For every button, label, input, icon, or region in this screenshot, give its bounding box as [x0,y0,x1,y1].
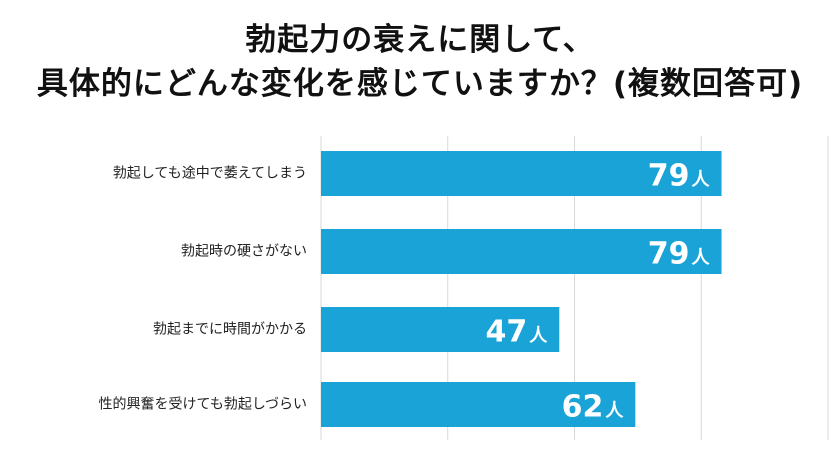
category-labels: 勃起しても途中で萎えてしまう勃起時の硬さがない勃起までに時間がかかる性的興奮を受… [99,165,307,413]
bar [321,151,722,196]
chart-title-line-1: 勃起力の衰えに関して、 [245,22,595,58]
category-label: 勃起までに時間がかかる [153,322,307,338]
value-label: 62 人 [562,390,625,425]
value-label: 79 人 [648,237,711,272]
chart-title-line-2: 具体的にどんな変化を感じていますか？(複数回答可) [36,66,804,102]
category-label: 勃起しても途中で萎えてしまう [113,165,307,182]
bar [321,229,722,274]
value-label: 47 人 [486,315,549,350]
bar [321,307,560,352]
value-labels: 79 人 79 人 47 人 62 人 [486,159,711,425]
value-label: 79 人 [648,159,711,194]
category-label: 勃起時の硬さがない [181,244,307,260]
bars [321,151,722,427]
bar [321,382,636,427]
category-label: 性的興奮を受けても勃起しづらい [99,397,307,413]
